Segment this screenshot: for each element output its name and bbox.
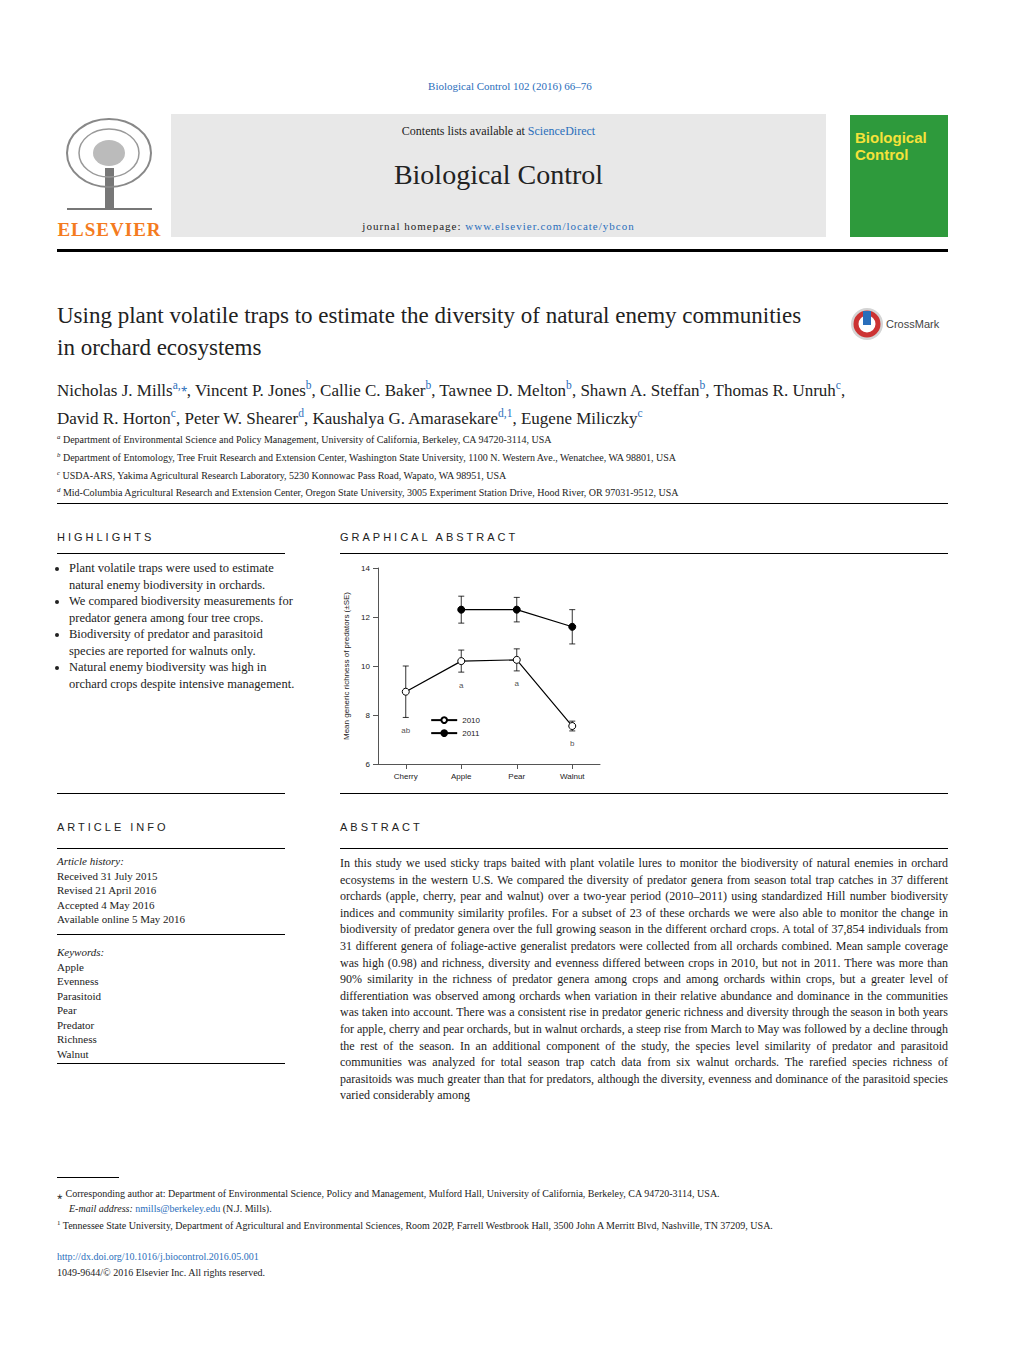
svg-text:2011: 2011 <box>462 729 480 738</box>
html-text:Keywords:: Keywords: <box>57 946 105 958</box>
html-text:David R. Hortonc, Peter W. She: David R. Hortonc, Peter W. Shearerd, Kau… <box>57 406 643 428</box>
html-text:Evenness: Evenness <box>57 975 99 987</box>
html-text:Pear: Pear <box>57 1004 77 1016</box>
html-text:Biological Control: Biological Control <box>393 159 604 190</box>
html-text:ELSEVIER: ELSEVIER <box>57 219 162 240</box>
html-text:1049-9644/© 2016 Elsevier Inc.: 1049-9644/© 2016 Elsevier Inc. All right… <box>57 1267 266 1278</box>
html-text:Received 31 July 2015: Received 31 July 2015 <box>57 869 158 882</box>
html-text:HIGHLIGHTS: HIGHLIGHTS <box>57 531 155 543</box>
html-text:Accepted 4 May 2016: Accepted 4 May 2016 <box>57 898 155 911</box>
svg-text:10: 10 <box>361 662 370 671</box>
html-text:Article history:: Article history: <box>57 855 124 867</box>
html-text:Walnut: Walnut <box>57 1047 89 1060</box>
svg-text:Walnut: Walnut <box>560 772 585 781</box>
html-text:http://dx.doi.org/10.1016/j.bi: http://dx.doi.org/10.1016/j.biocontrol.2… <box>57 1251 259 1262</box>
svg-text:12: 12 <box>361 613 370 622</box>
html-text:cUSDA-ARS, Yakima Agricultural: cUSDA-ARS, Yakima Agricultural Research … <box>57 468 507 481</box>
html-text:CrossMark: CrossMark <box>886 318 940 330</box>
svg-text:8: 8 <box>366 711 371 720</box>
svg-text:a: a <box>459 681 464 690</box>
html-text:Biological Control: Biological Control <box>855 129 927 163</box>
html-text:Apple: Apple <box>57 960 84 973</box>
svg-text:Cherry: Cherry <box>394 772 418 781</box>
html-text:Nicholas J. Millsa,⁎, Vincent: Nicholas J. Millsa,⁎, Vincent P. Jonesb,… <box>57 379 846 400</box>
html-text:aDepartment of Environmental S: aDepartment of Environmental Science and… <box>57 433 552 446</box>
svg-text:14: 14 <box>361 564 370 573</box>
html-text:⁎ Corresponding author at: Dep: ⁎ Corresponding author at: Department of… <box>57 1188 720 1199</box>
svg-text:a: a <box>515 679 520 688</box>
html-text:Plant volatile traps were used: Plant volatile traps were used to estima… <box>69 561 274 592</box>
html-text:Biological Control 102 (2016): Biological Control 102 (2016) 66–76 <box>428 80 592 92</box>
svg-text:2010: 2010 <box>462 716 480 725</box>
svg-text:ab: ab <box>401 726 410 735</box>
svg-text:b: b <box>570 739 575 748</box>
html-text:Available online 5 May 2016: Available online 5 May 2016 <box>57 913 186 925</box>
html-text:ARTICLE INFO: ARTICLE INFO <box>57 821 169 833</box>
html-text:Predator: Predator <box>57 1018 95 1031</box>
html-text:dMid-Columbia Agricultural Res: dMid-Columbia Agricultural Research and … <box>57 486 679 499</box>
html-text:Biodiversity of predator and p: Biodiversity of predator and parasitoid … <box>69 627 263 658</box>
html-text:Parasitoid: Parasitoid <box>57 989 101 1002</box>
html-text:Richness: Richness <box>57 1033 97 1045</box>
html-text:bDepartment of Entomology, Tre: bDepartment of Entomology, Tree Fruit Re… <box>57 450 676 464</box>
html-text:Revised 21 April 2016: Revised 21 April 2016 <box>57 884 157 896</box>
html-text:In this study we used sticky t: In this study we used sticky traps baite… <box>340 856 948 1103</box>
html-text:ABSTRACT: ABSTRACT <box>340 821 423 833</box>
html-text:1Tennessee State University, D: 1Tennessee State University, Department … <box>57 1219 773 1232</box>
html-text:We compared biodiversity measu: We compared biodiversity measurements fo… <box>69 594 293 625</box>
html-text:Natural enemy biodiversity was: Natural enemy biodiversity was high in o… <box>69 660 295 691</box>
svg-text:Pear: Pear <box>508 772 525 781</box>
html-text:Contents lists available at Sc: Contents lists available at ScienceDirec… <box>401 124 596 138</box>
html-text:GRAPHICAL ABSTRACT: GRAPHICAL ABSTRACT <box>340 531 519 543</box>
html-text:Using plant volatile traps to: Using plant volatile traps to estimate t… <box>57 303 802 360</box>
html-text:E-mail address: nmills@berkele: E-mail address: nmills@berkeley.edu (N.J… <box>69 1202 272 1214</box>
svg-text:Mean generic richness of preda: Mean generic richness of predators (±SE) <box>342 592 351 740</box>
svg-text:Apple: Apple <box>451 772 472 781</box>
html-text:journal homepage: www.elsevier: journal homepage: www.elsevier.com/locat… <box>362 220 635 232</box>
svg-text:6: 6 <box>366 760 371 769</box>
